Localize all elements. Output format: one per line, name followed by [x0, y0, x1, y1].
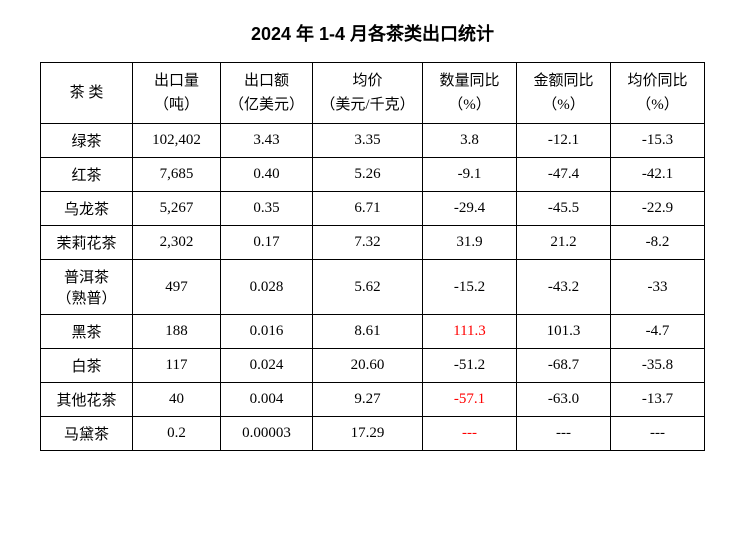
column-header: 出口额（亿美元）: [221, 63, 313, 124]
column-header: 金额同比（%）: [517, 63, 611, 124]
table-row: 普洱茶（熟普）4970.0285.62-15.2-43.2-33: [41, 260, 705, 315]
table-row: 乌龙茶5,2670.356.71-29.4-45.5-22.9: [41, 192, 705, 226]
table-cell: -15.2: [423, 260, 517, 315]
table-row: 红茶7,6850.405.26-9.1-47.4-42.1: [41, 158, 705, 192]
table-cell: -22.9: [611, 192, 705, 226]
table-cell: -35.8: [611, 349, 705, 383]
table-cell: 马黛茶: [41, 417, 133, 451]
column-header: 茶 类: [41, 63, 133, 124]
table-cell: 111.3: [423, 315, 517, 349]
table-cell: 0.028: [221, 260, 313, 315]
table-cell: -51.2: [423, 349, 517, 383]
table-cell: -29.4: [423, 192, 517, 226]
table-cell: -57.1: [423, 383, 517, 417]
table-cell: 白茶: [41, 349, 133, 383]
table-row: 茉莉花茶2,3020.177.3231.921.2-8.2: [41, 226, 705, 260]
table-cell: 0.00003: [221, 417, 313, 451]
table-row: 白茶1170.02420.60-51.2-68.7-35.8: [41, 349, 705, 383]
table-cell: 31.9: [423, 226, 517, 260]
table-cell: 7.32: [313, 226, 423, 260]
page-title: 2024 年 1-4 月各茶类出口统计: [20, 20, 725, 46]
table-cell: 5,267: [133, 192, 221, 226]
table-row: 黑茶1880.0168.61111.3101.3-4.7: [41, 315, 705, 349]
table-cell: 102,402: [133, 124, 221, 158]
table-cell: -15.3: [611, 124, 705, 158]
table-cell: ---: [423, 417, 517, 451]
table-cell: -33: [611, 260, 705, 315]
table-row: 绿茶102,4023.433.353.8-12.1-15.3: [41, 124, 705, 158]
table-cell: 101.3: [517, 315, 611, 349]
table-cell: 497: [133, 260, 221, 315]
table-cell: ---: [517, 417, 611, 451]
table-cell: 0.40: [221, 158, 313, 192]
table-cell: 8.61: [313, 315, 423, 349]
table-cell: 黑茶: [41, 315, 133, 349]
table-cell: -12.1: [517, 124, 611, 158]
table-header-row: 茶 类出口量（吨）出口额（亿美元）均价（美元/千克）数量同比（%）金额同比（%）…: [41, 63, 705, 124]
table-cell: ---: [611, 417, 705, 451]
table-cell: 3.35: [313, 124, 423, 158]
table-body: 绿茶102,4023.433.353.8-12.1-15.3红茶7,6850.4…: [41, 124, 705, 451]
column-header: 均价（美元/千克）: [313, 63, 423, 124]
table-cell: 21.2: [517, 226, 611, 260]
table-cell: 0.17: [221, 226, 313, 260]
table-cell: 0.2: [133, 417, 221, 451]
table-cell: -43.2: [517, 260, 611, 315]
table-cell: -68.7: [517, 349, 611, 383]
table-cell: -63.0: [517, 383, 611, 417]
table-cell: -4.7: [611, 315, 705, 349]
table-cell: 40: [133, 383, 221, 417]
table-cell: 7,685: [133, 158, 221, 192]
table-cell: 普洱茶（熟普）: [41, 260, 133, 315]
table-row: 其他花茶400.0049.27-57.1-63.0-13.7: [41, 383, 705, 417]
column-header: 均价同比（%）: [611, 63, 705, 124]
table-cell: 3.43: [221, 124, 313, 158]
table-cell: 117: [133, 349, 221, 383]
table-cell: 20.60: [313, 349, 423, 383]
table-cell: -13.7: [611, 383, 705, 417]
column-header: 数量同比（%）: [423, 63, 517, 124]
table-cell: 绿茶: [41, 124, 133, 158]
table-cell: 2,302: [133, 226, 221, 260]
table-cell: -42.1: [611, 158, 705, 192]
table-cell: 188: [133, 315, 221, 349]
table-cell: -45.5: [517, 192, 611, 226]
table-cell: -8.2: [611, 226, 705, 260]
table-cell: 其他花茶: [41, 383, 133, 417]
export-stats-table: 茶 类出口量（吨）出口额（亿美元）均价（美元/千克）数量同比（%）金额同比（%）…: [40, 62, 705, 451]
table-cell: 9.27: [313, 383, 423, 417]
table-cell: 乌龙茶: [41, 192, 133, 226]
table-cell: 0.004: [221, 383, 313, 417]
table-cell: -9.1: [423, 158, 517, 192]
table-cell: 红茶: [41, 158, 133, 192]
table-cell: 5.62: [313, 260, 423, 315]
table-cell: 茉莉花茶: [41, 226, 133, 260]
table-cell: 5.26: [313, 158, 423, 192]
table-row: 马黛茶0.20.0000317.29---------: [41, 417, 705, 451]
table-cell: -47.4: [517, 158, 611, 192]
table-cell: 6.71: [313, 192, 423, 226]
table-cell: 0.016: [221, 315, 313, 349]
table-cell: 17.29: [313, 417, 423, 451]
table-cell: 3.8: [423, 124, 517, 158]
column-header: 出口量（吨）: [133, 63, 221, 124]
table-cell: 0.024: [221, 349, 313, 383]
table-cell: 0.35: [221, 192, 313, 226]
